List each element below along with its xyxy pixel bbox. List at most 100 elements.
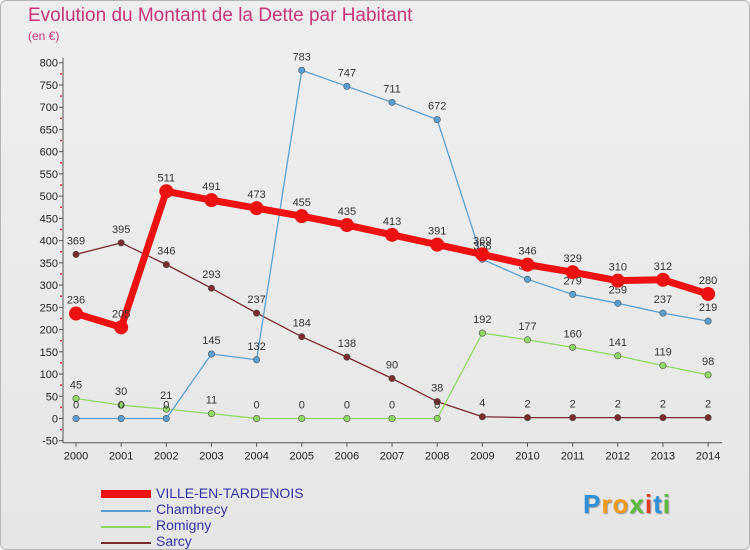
data-label-sarcy: 395 bbox=[112, 224, 130, 236]
y-tick-label: 350 bbox=[40, 258, 58, 270]
data-label-romigny: 0 bbox=[389, 400, 395, 412]
data-point-sarcy bbox=[478, 413, 486, 421]
data-label-romigny: 177 bbox=[518, 321, 536, 333]
data-label-romigny: 0 bbox=[344, 400, 350, 412]
data-label-sarcy: 293 bbox=[202, 269, 220, 281]
y-tick-label: -50 bbox=[42, 436, 58, 448]
data-point-chambrecy bbox=[704, 317, 712, 325]
logo-letter: r bbox=[601, 489, 613, 519]
data-label-chambrecy: 0 bbox=[118, 400, 124, 412]
data-point-sarcy bbox=[253, 309, 261, 317]
data-point-romigny bbox=[704, 371, 712, 379]
data-point-romigny bbox=[523, 336, 531, 344]
data-label-romigny: 192 bbox=[473, 314, 491, 326]
x-tick-label: 2002 bbox=[154, 451, 178, 463]
data-label-ville-en-tardenois: 205 bbox=[112, 308, 130, 320]
data-point-ville-en-tardenois bbox=[655, 272, 670, 287]
y-tick-label: 800 bbox=[40, 58, 58, 70]
y-tick-label: 300 bbox=[40, 280, 58, 292]
data-point-sarcy bbox=[659, 414, 667, 422]
data-point-sarcy bbox=[117, 239, 125, 247]
data-point-chambrecy bbox=[343, 82, 351, 90]
data-label-chambrecy: 0 bbox=[73, 400, 79, 412]
data-label-chambrecy: 237 bbox=[654, 294, 672, 306]
x-tick-label: 2008 bbox=[425, 451, 449, 463]
data-label-sarcy: 237 bbox=[247, 294, 265, 306]
data-point-romigny bbox=[298, 414, 306, 422]
data-label-sarcy: 2 bbox=[524, 399, 530, 411]
data-label-chambrecy: 279 bbox=[563, 275, 581, 287]
logo-letter: o bbox=[612, 489, 630, 519]
data-point-ville-en-tardenois bbox=[294, 209, 309, 224]
x-tick-label: 2014 bbox=[696, 451, 720, 463]
y-tick-label: 550 bbox=[40, 169, 58, 181]
y-tick-label: 50 bbox=[46, 391, 58, 403]
data-point-ville-en-tardenois bbox=[114, 320, 129, 335]
logo-letter: i bbox=[662, 489, 671, 519]
data-label-chambrecy: 783 bbox=[293, 51, 311, 63]
data-point-sarcy bbox=[433, 398, 441, 406]
legend-label: Romigny bbox=[156, 517, 212, 533]
x-tick-label: 2012 bbox=[606, 451, 630, 463]
data-point-chambrecy bbox=[433, 116, 441, 124]
x-tick-label: 2013 bbox=[651, 451, 675, 463]
y-tick-label: 200 bbox=[40, 325, 58, 337]
data-label-ville-en-tardenois: 236 bbox=[67, 295, 85, 307]
data-label-ville-en-tardenois: 312 bbox=[654, 261, 672, 273]
legend-swatch bbox=[101, 526, 151, 528]
data-point-sarcy bbox=[704, 414, 712, 422]
data-point-sarcy bbox=[569, 414, 577, 422]
data-point-sarcy bbox=[298, 333, 306, 341]
legend-label: Chambrecy bbox=[156, 501, 228, 517]
data-point-romigny bbox=[343, 414, 351, 422]
data-label-romigny: 160 bbox=[563, 328, 581, 340]
data-label-chambrecy: 747 bbox=[338, 67, 356, 79]
data-point-ville-en-tardenois bbox=[385, 227, 400, 242]
chart-title: Evolution du Montant de la Dette par Hab… bbox=[28, 5, 413, 26]
series-line-ville-en-tardenois bbox=[74, 187, 710, 331]
data-label-ville-en-tardenois: 310 bbox=[609, 262, 627, 274]
y-tick-label: 450 bbox=[40, 213, 58, 225]
legend-item-romigny: Romigny bbox=[101, 517, 421, 534]
data-point-romigny bbox=[162, 405, 170, 413]
data-point-sarcy bbox=[72, 250, 80, 258]
logo-letter: P bbox=[583, 489, 602, 519]
y-tick-label: 100 bbox=[40, 369, 58, 381]
data-label-ville-en-tardenois: 435 bbox=[338, 206, 356, 218]
x-tick-label: 2010 bbox=[515, 451, 539, 463]
data-point-ville-en-tardenois bbox=[565, 265, 580, 280]
data-point-ville-en-tardenois bbox=[610, 273, 625, 288]
x-tick-label: 2001 bbox=[109, 451, 133, 463]
y-tick-label: 600 bbox=[40, 147, 58, 159]
data-point-chambrecy bbox=[298, 66, 306, 74]
data-point-chambrecy bbox=[207, 350, 215, 358]
data-label-sarcy: 2 bbox=[615, 399, 621, 411]
data-label-chambrecy: 219 bbox=[699, 302, 717, 314]
y-tick-label: 700 bbox=[40, 102, 58, 114]
data-label-chambrecy: 711 bbox=[383, 83, 401, 95]
data-label-sarcy: 4 bbox=[479, 398, 485, 410]
data-point-sarcy bbox=[343, 353, 351, 361]
data-label-chambrecy: 132 bbox=[247, 341, 265, 353]
data-label-romigny: 141 bbox=[609, 337, 627, 349]
data-point-chambrecy bbox=[523, 275, 531, 283]
data-point-sarcy bbox=[523, 414, 531, 422]
logo-letter: t bbox=[653, 489, 663, 519]
data-point-romigny bbox=[117, 401, 125, 409]
data-point-romigny bbox=[614, 352, 622, 360]
data-label-romigny: 119 bbox=[654, 347, 672, 359]
data-label-romigny: 98 bbox=[702, 356, 714, 368]
data-point-sarcy bbox=[614, 414, 622, 422]
data-point-ville-en-tardenois bbox=[69, 306, 83, 321]
data-point-chambrecy bbox=[253, 356, 261, 364]
y-tick-label: 250 bbox=[40, 302, 58, 314]
legend-label: VILLE-EN-TARDENOIS bbox=[156, 485, 304, 501]
x-tick-label: 2000 bbox=[64, 451, 88, 463]
data-label-ville-en-tardenois: 455 bbox=[293, 197, 311, 209]
data-point-ville-en-tardenois bbox=[701, 286, 716, 301]
data-point-chambrecy bbox=[569, 290, 577, 298]
data-point-sarcy bbox=[162, 261, 170, 269]
legend-label: Sarcy bbox=[156, 533, 192, 549]
logo-letter: i bbox=[644, 489, 654, 519]
